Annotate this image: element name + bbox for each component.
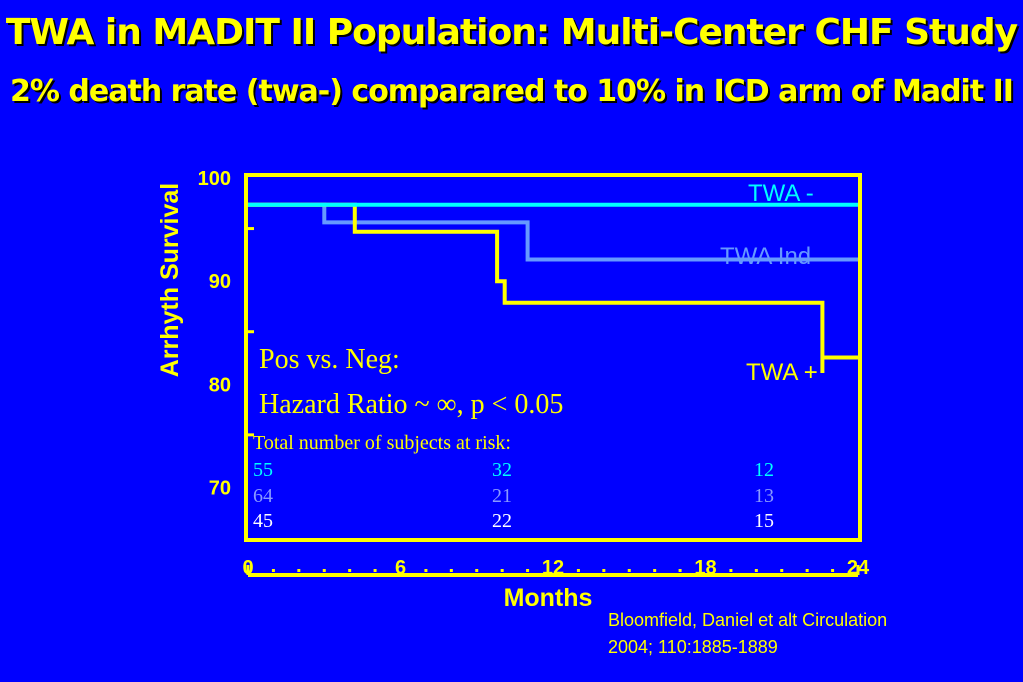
at-risk-value: 55	[253, 459, 273, 481]
at-risk-value: 45	[253, 510, 273, 532]
x-minor-tick	[780, 569, 784, 572]
x-minor-tick	[373, 569, 377, 572]
series-layer	[248, 202, 858, 373]
x-minor-tick	[831, 569, 835, 572]
at-risk-value: 21	[492, 485, 512, 507]
citation: Bloomfield, Daniel et alt Circulation 20…	[608, 607, 887, 661]
x-minor-tick	[729, 569, 733, 572]
x-minor-tick	[576, 569, 580, 572]
x-tick-label: 12	[542, 557, 564, 579]
y-axis-label: Arrhyth Survival	[156, 183, 184, 378]
slide-subtitle: 2% death rate (twa-) comparared to 10% i…	[10, 74, 1014, 109]
at-risk-value: 32	[492, 459, 512, 481]
x-minor-tick	[424, 569, 428, 572]
y-axis: 100 90 80 70	[198, 168, 254, 499]
x-minor-tick	[348, 569, 352, 572]
annotation-line2: Hazard Ratio ~ ∞, p < 0.05	[259, 389, 563, 420]
at-risk-value: 15	[754, 510, 774, 532]
citation-line1: Bloomfield, Daniel et alt Circulation	[608, 610, 888, 630]
x-minor-tick	[805, 569, 809, 572]
x-tick-label: 18	[694, 557, 716, 579]
at-risk-value: 13	[754, 485, 774, 507]
y-tick-label: 70	[209, 477, 231, 499]
x-minor-tick	[322, 569, 326, 572]
slide-title: TWA in MADIT II Population: Multi-Center…	[5, 12, 1018, 53]
series-line-twa	[248, 202, 858, 373]
x-minor-tick	[500, 569, 504, 572]
annotation-line1: Pos vs. Neg:	[259, 344, 400, 375]
y-tick-label: 80	[209, 374, 231, 396]
citation-line2: 2004; 110:1885-1889	[608, 637, 778, 657]
y-tick-label: 100	[198, 168, 231, 190]
x-minor-tick	[678, 569, 682, 572]
series-label-twa-pos: TWA +	[746, 359, 818, 386]
x-axis-label: Months	[504, 584, 593, 612]
series-label-twa-neg: TWA -	[748, 180, 814, 207]
x-minor-tick	[475, 569, 479, 572]
x-axis: 0 6 12 18 24	[242, 557, 870, 579]
plot-frame	[244, 173, 862, 542]
series-label-twa-ind: TWA Ind	[720, 243, 811, 270]
at-risk-value: 22	[492, 510, 512, 532]
x-tick-label: 0	[242, 557, 253, 579]
at-risk-value: 64	[253, 485, 273, 507]
x-tick-label: 24	[847, 557, 870, 579]
x-minor-tick	[754, 569, 758, 572]
x-minor-tick	[297, 569, 301, 572]
at-risk-table: 55 32 12 64 21 13 45 22 15	[253, 459, 774, 532]
x-minor-tick	[526, 569, 530, 572]
at-risk-title: Total number of subjects at risk:	[253, 432, 511, 454]
at-risk-value: 12	[754, 459, 774, 481]
x-minor-tick	[653, 569, 657, 572]
x-tick-label: 6	[395, 557, 406, 579]
y-tick-label: 90	[209, 271, 231, 293]
x-minor-tick	[627, 569, 631, 572]
x-minor-tick	[602, 569, 606, 572]
x-minor-tick	[271, 569, 275, 572]
x-minor-tick	[449, 569, 453, 572]
